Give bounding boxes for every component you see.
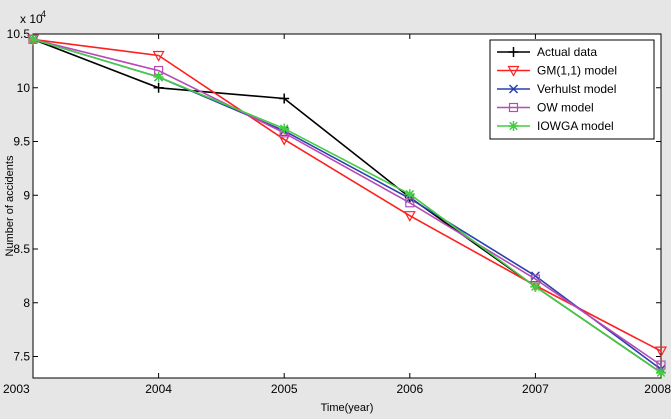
series-line	[32, 38, 662, 374]
data-point-star	[153, 72, 164, 82]
data-point-triangle-down	[654, 346, 668, 358]
data-point-plus	[508, 47, 519, 57]
y-tick-label: 9.5	[13, 135, 30, 149]
data-point-star	[28, 34, 38, 45]
legend-entry: Verhulst model	[497, 82, 616, 96]
y-tick-label: 8.5	[13, 242, 30, 256]
series-iowga-model	[28, 34, 666, 378]
series-layer	[26, 34, 668, 378]
legend-entry: GM(1,1) model	[497, 64, 617, 78]
legend-entry: OW model	[497, 101, 594, 115]
data-point-star	[656, 367, 666, 378]
x-tick-label: 2005	[271, 382, 298, 396]
axes-ticks: 2003 2004 2005 2006 2007 2008 7.5 8 8.5 9 9.5 10 10.…	[3, 27, 671, 396]
y-exponent-power: 4	[41, 9, 46, 19]
series-line	[32, 38, 662, 366]
data-point-x	[508, 84, 519, 94]
legend-label: GM(1,1) model	[537, 64, 617, 78]
data-point-plus	[153, 82, 164, 93]
y-tick-label: 10	[17, 81, 31, 95]
data-point-triangle-down	[152, 50, 165, 62]
y-exponent-base: x 10	[20, 12, 43, 26]
y-exponent-label: x 10 4	[20, 9, 46, 26]
data-point-triangle-down	[403, 211, 416, 222]
data-point-x	[530, 271, 540, 281]
legend-label: Verhulst model	[537, 82, 616, 96]
series-line	[32, 38, 662, 352]
x-tick-label: 2006	[396, 382, 423, 396]
y-tick-label: 7.5	[13, 350, 30, 364]
x-tick-label: 2007	[522, 382, 549, 396]
y-tick-label: 9	[23, 188, 30, 202]
y-tick-label: 8	[23, 296, 30, 310]
legend: Actual data GM(1,1) model Verhulst model OW…	[489, 39, 655, 140]
legend-label: IOWGA model	[537, 119, 614, 133]
data-point-triangle-down	[278, 134, 291, 146]
legend-items: Actual data GM(1,1) model Verhulst model OW…	[497, 45, 617, 133]
legend-entry: IOWGA model	[497, 119, 614, 133]
data-point-star	[530, 281, 541, 292]
y-axis-label: Number of accidents	[4, 155, 16, 256]
data-point-star	[279, 123, 290, 134]
data-point-square	[508, 102, 519, 113]
legend-label: OW model	[537, 101, 594, 115]
x-axis-label: Time(year)	[321, 402, 374, 414]
data-point-plus	[279, 93, 290, 104]
legend-entry: Actual data	[497, 45, 597, 59]
x-tick-label: 2004	[145, 382, 172, 396]
data-point-triangle-down	[507, 65, 520, 77]
legend-label: Actual data	[537, 45, 597, 59]
x-tick-label: 2008	[644, 382, 671, 396]
data-point-star	[508, 121, 519, 131]
x-tick-label: 2003	[3, 382, 30, 396]
data-point-star	[404, 189, 415, 200]
y-tick-label: 10.5	[7, 27, 31, 41]
